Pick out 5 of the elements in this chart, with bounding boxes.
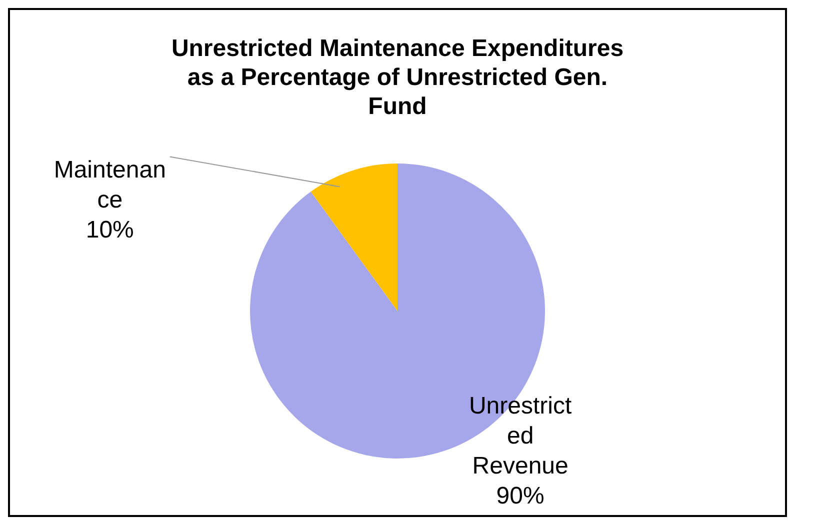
slice-label: Unrestricted Revenue <box>468 392 572 480</box>
slice-label: Maintenance <box>54 156 166 214</box>
chart-title: Unrestricted Maintenance Expenditures as a Percentage of Unrestricted Gen. Fund <box>170 34 625 121</box>
data-label: 90% <box>496 482 544 510</box>
data-label: 10% <box>86 216 134 244</box>
